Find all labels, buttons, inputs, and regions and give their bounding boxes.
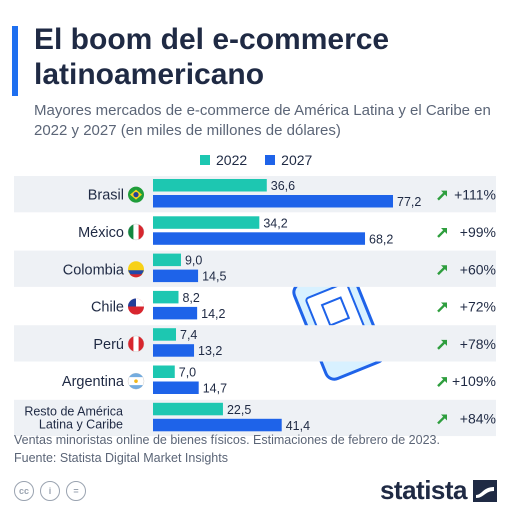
peru-flag-left <box>128 336 134 352</box>
growth-label-argentina: +109% <box>452 373 496 389</box>
colombia-flag-red <box>129 274 143 278</box>
legend-swatch-2022 <box>200 155 210 165</box>
chart-subtitle: Mayores mercados de e-commerce de Améric… <box>34 102 491 139</box>
row-band-colombia <box>14 250 496 287</box>
data-label-2027-brasil: 77,2 <box>397 195 421 209</box>
bar-2022-colombia <box>153 253 181 267</box>
footer-notes: Ventas minoristas online de bienes físic… <box>14 431 440 467</box>
bar-2022-mexico <box>153 216 260 229</box>
growth-arrowhead <box>441 227 447 234</box>
bar-2027-argentina <box>153 381 199 394</box>
bar-2027-mexico <box>153 232 366 245</box>
footer-note: Ventas minoristas online de bienes físic… <box>14 433 440 447</box>
statista-brand[interactable]: statista <box>380 475 497 506</box>
growth-arrowhead <box>441 339 447 346</box>
data-label-2027-resto: 41,4 <box>286 419 310 433</box>
creative-commons-icon[interactable]: cc <box>14 481 34 501</box>
attribution-icon[interactable]: i <box>40 481 60 501</box>
growth-label-chile: +72% <box>460 299 496 315</box>
category-label-chile: Chile <box>91 300 124 316</box>
row-band-peru <box>14 325 496 362</box>
data-label-2027-chile: 14,2 <box>201 307 225 321</box>
legend-item-2027: 2027 <box>265 152 312 168</box>
data-label-2022-argentina: 7,0 <box>179 366 196 380</box>
growth-arrowhead <box>441 302 447 309</box>
brazil-flag-globe <box>133 192 139 198</box>
data-label-2027-peru: 13,2 <box>198 344 222 358</box>
data-label-2027-argentina: 14,7 <box>203 382 227 396</box>
growth-label-mexico: +99% <box>460 224 496 240</box>
growth-arrowhead <box>441 377 447 384</box>
growth-label-brasil: +111% <box>454 187 496 203</box>
chile-flag-blue <box>128 298 136 307</box>
bar-2027-resto <box>153 418 282 432</box>
brand-name: statista <box>379 475 468 505</box>
growth-arrowhead <box>441 265 447 272</box>
argentina-flag-bottom <box>129 385 143 390</box>
category-label-colombia: Colombia <box>63 262 125 278</box>
data-label-2022-brasil: 36,6 <box>271 179 295 193</box>
bar-2022-resto <box>153 402 223 416</box>
bar-2027-colombia <box>153 269 199 283</box>
peru-flag-right <box>138 336 144 352</box>
data-label-2022-mexico: 34,2 <box>263 216 287 230</box>
data-label-2022-chile: 8,2 <box>182 291 199 305</box>
data-label-2027-colombia: 14,5 <box>202 270 226 284</box>
mexico-flag-red <box>138 224 144 240</box>
data-label-2027-mexico: 68,2 <box>369 232 393 246</box>
legend-label-2022: 2022 <box>216 152 248 168</box>
bar-2027-brasil <box>153 195 393 208</box>
category-label-peru: Perú <box>93 337 124 353</box>
argentina-flag-sun <box>134 379 138 383</box>
argentina-flag-top <box>129 373 143 378</box>
bar-2022-argentina <box>153 365 175 378</box>
growth-label-resto: +84% <box>460 410 496 426</box>
bar-2027-chile <box>153 306 198 320</box>
data-label-2022-resto: 22,5 <box>227 403 251 417</box>
growth-label-colombia: +60% <box>460 261 496 277</box>
growth-label-peru: +78% <box>460 336 496 352</box>
legend-item-2022: 2022 <box>200 152 247 168</box>
category-label-argentina: Argentina <box>62 374 125 390</box>
statista-logo-icon <box>473 479 497 502</box>
growth-arrowhead <box>441 190 447 197</box>
chart-title: El boom del e-commerce latinoamericano <box>34 23 390 91</box>
license-icons: cc i = <box>14 481 86 501</box>
legend-label-2027: 2027 <box>281 152 313 168</box>
bar-2027-peru <box>153 344 195 357</box>
data-label-2022-colombia: 9,0 <box>185 254 202 268</box>
category-label-resto: Resto de América Latina y Caribe <box>24 404 123 431</box>
footer-source: Fuente: Statista Digital Market Insights <box>14 451 228 465</box>
growth-arrowhead <box>441 414 447 421</box>
no-derivatives-icon[interactable]: = <box>66 481 86 501</box>
category-label-brasil: Brasil <box>88 188 124 204</box>
bar-2022-peru <box>153 328 177 341</box>
bar-2022-chile <box>153 290 179 304</box>
chart-legend: 2022 2027 <box>200 152 322 168</box>
bar-2022-brasil <box>153 179 267 192</box>
category-label-mexico: México <box>78 225 124 241</box>
title-accent-bar <box>12 26 18 96</box>
data-label-2022-peru: 7,4 <box>180 328 197 342</box>
mexico-flag-green <box>128 224 134 240</box>
legend-swatch-2027 <box>265 155 276 165</box>
